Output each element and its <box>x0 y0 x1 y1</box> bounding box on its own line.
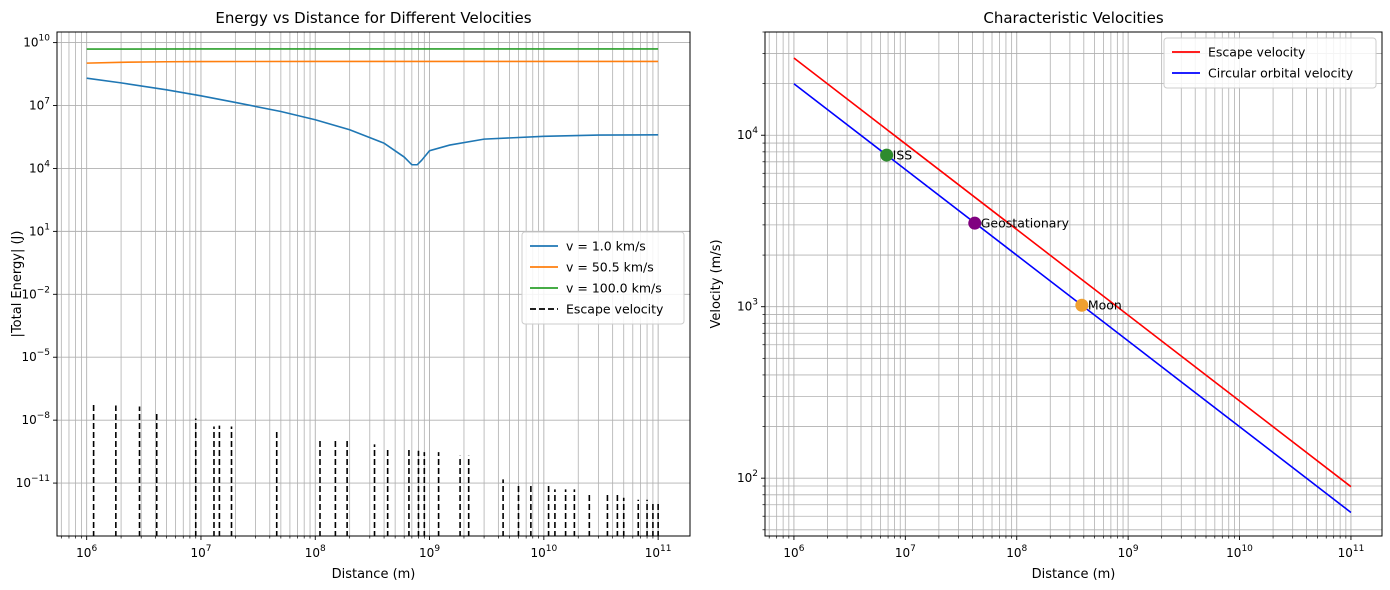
svg-text:1011: 1011 <box>645 544 672 560</box>
svg-text:1010: 1010 <box>1226 544 1253 560</box>
x-tick-label: 108 <box>1006 544 1027 560</box>
svg-text:106: 106 <box>76 544 97 560</box>
series-line-1 <box>86 77 659 166</box>
x-tick-label: 1010 <box>1226 544 1253 560</box>
y-tick-label: 104 <box>29 159 50 175</box>
x-tick-label: 106 <box>76 544 97 560</box>
series-line-2 <box>86 60 659 64</box>
svg-text:109: 109 <box>419 544 440 560</box>
svg-text:102: 102 <box>737 469 758 485</box>
series-group <box>793 57 1352 514</box>
legend-entry-2: Circular orbital velocity <box>1208 66 1354 81</box>
svg-text:107: 107 <box>190 544 211 560</box>
svg-text:10−5: 10−5 <box>21 348 50 364</box>
scatter-point-3 <box>1075 298 1089 312</box>
y-tick-label: 101 <box>29 222 50 238</box>
y-tick-label: 10−11 <box>16 474 50 490</box>
legend: Escape velocity Circular orbital velocity <box>1163 37 1377 89</box>
svg-text:104: 104 <box>29 159 50 175</box>
axes-frame <box>764 31 1383 537</box>
point-label-2: Geostationary <box>981 216 1070 231</box>
svg-text:104: 104 <box>737 126 758 142</box>
point-label-3: Moon <box>1088 298 1122 313</box>
svg-text:10−8: 10−8 <box>21 411 50 427</box>
x-tick-label: 1010 <box>530 544 557 560</box>
chart-panel-2: ISS Geostationary Moon 106 107 108 109 1010 1011… <box>709 9 1383 582</box>
x-tick-label: 109 <box>419 544 440 560</box>
x-tick-label: 109 <box>1118 544 1139 560</box>
y-axis-ticks: 10−11 10−8 10−5 10−2 101 104 107 1010 <box>16 34 57 490</box>
scatter-point-2 <box>968 216 982 230</box>
svg-text:10−11: 10−11 <box>16 474 50 490</box>
svg-text:108: 108 <box>305 544 326 560</box>
axes-frame <box>56 31 691 537</box>
x-axis-ticks: 106 107 108 109 1010 1011 <box>60 536 672 560</box>
svg-text:1011: 1011 <box>1338 544 1365 560</box>
x-axis-label: Distance (m) <box>1032 567 1116 582</box>
series-group <box>86 48 659 536</box>
svg-text:101: 101 <box>29 222 50 238</box>
svg-text:109: 109 <box>1118 544 1139 560</box>
x-tick-label: 106 <box>783 544 804 560</box>
legend-entry-2: v = 50.5 km/s <box>566 260 654 275</box>
x-tick-label: 1011 <box>1338 544 1365 560</box>
scatter-point-1 <box>880 148 894 162</box>
y-tick-label: 107 <box>29 97 50 113</box>
svg-text:108: 108 <box>1006 544 1027 560</box>
y-tick-label: 10−2 <box>21 285 50 301</box>
x-tick-label: 108 <box>305 544 326 560</box>
gridlines <box>765 32 1382 536</box>
x-axis-ticks: 106 107 108 109 1010 1011 <box>768 536 1365 560</box>
y-tick-label: 102 <box>737 469 758 485</box>
legend-entry-1: v = 1.0 km/s <box>566 239 646 254</box>
y-tick-label: 104 <box>737 126 758 142</box>
gridlines <box>57 32 690 536</box>
legend-entry-1: Escape velocity <box>1208 45 1306 60</box>
y-axis-label: |Total Energy| (J) <box>10 231 25 338</box>
series-line-4 <box>92 402 659 536</box>
chart-title: Energy vs Distance for Different Velocit… <box>215 9 531 27</box>
y-tick-label: 103 <box>737 298 758 314</box>
svg-text:1010: 1010 <box>23 34 50 50</box>
svg-text:107: 107 <box>29 97 50 113</box>
legend-entry-3: v = 100.0 km/s <box>566 281 662 296</box>
y-axis-ticks: 102 103 104 <box>737 31 765 531</box>
svg-text:107: 107 <box>895 544 916 560</box>
x-tick-label: 107 <box>895 544 916 560</box>
x-tick-label: 107 <box>190 544 211 560</box>
svg-text:106: 106 <box>783 544 804 560</box>
series-line-1 <box>793 57 1352 488</box>
chart-title: Characteristic Velocities <box>983 9 1163 27</box>
x-axis-label: Distance (m) <box>332 567 416 582</box>
legend: v = 1.0 km/s v = 50.5 km/s v = 100.0 km/s E… <box>521 231 685 325</box>
svg-text:103: 103 <box>737 298 758 314</box>
y-tick-label: 10−8 <box>21 411 50 427</box>
x-tick-label: 1011 <box>645 544 672 560</box>
series-line-2 <box>793 83 1352 514</box>
y-axis-label: Velocity (m/s) <box>709 239 724 328</box>
y-tick-label: 10−5 <box>21 348 50 364</box>
point-label-1: ISS <box>893 148 913 163</box>
svg-text:1010: 1010 <box>530 544 557 560</box>
y-tick-label: 1010 <box>23 34 50 50</box>
svg-text:10−2: 10−2 <box>21 285 50 301</box>
legend-entry-4: Escape velocity <box>566 302 664 317</box>
chart-panel-1: 106 107 108 109 1010 1011 10−11 10−8 10−5 10−2 101… <box>10 9 691 582</box>
